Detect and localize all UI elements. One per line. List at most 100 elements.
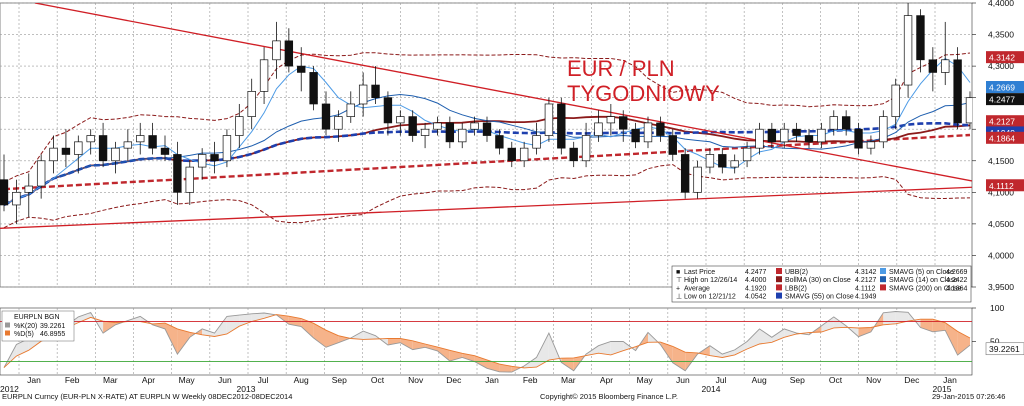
x-month-label: Sep: [790, 375, 805, 385]
candle-up: [519, 147, 529, 162]
legend-box: [671, 265, 972, 303]
candle-up: [755, 128, 764, 149]
value-tag-box: [986, 131, 1024, 144]
legend-label: Low on 12/21/12: [684, 294, 736, 301]
candle-up: [829, 116, 838, 130]
candle-down: [767, 128, 777, 143]
candle-up: [272, 40, 281, 61]
legend-label: BollMA (30) on Close: [785, 277, 851, 284]
x-month-label: Nov: [408, 375, 424, 385]
candle-up: [606, 116, 616, 124]
legend-swatch: [776, 284, 782, 291]
candle-up: [49, 147, 58, 162]
price-tags: 4.31424.26694.24774.21274.19494.18644.11…: [986, 51, 1024, 192]
x-month-label: Oct: [371, 375, 385, 385]
y-tick-label: 4,1500: [988, 156, 1014, 166]
oscillator-fill: [932, 319, 946, 332]
candle-down: [619, 116, 628, 130]
chart-title-group: EUR / PLN TYGODNIOWY: [567, 56, 720, 106]
legend-value: 4.2127: [855, 277, 877, 284]
candle-down: [631, 128, 640, 143]
value-tag-box: [986, 179, 1024, 192]
x-month-label: Nov: [866, 375, 882, 385]
candle-down: [718, 154, 727, 168]
x-month-label: Jan: [27, 375, 41, 385]
candle-up: [247, 91, 256, 117]
oscillator-fill: [771, 328, 785, 343]
oscillator-fill: [722, 349, 735, 358]
x-month-label: Feb: [65, 375, 80, 385]
falling-trendline: [34, 3, 972, 182]
candle-up: [396, 116, 405, 124]
oscillator-fill: [165, 323, 178, 355]
candle-up: [222, 135, 232, 162]
candle-up: [420, 128, 430, 136]
candle-up: [879, 116, 888, 143]
oscillator-fill: [412, 340, 426, 350]
candle-down: [482, 122, 492, 136]
candle-down: [61, 147, 71, 155]
value-tag-text: 4.2127: [989, 117, 1015, 127]
osc-tick-label: 50: [990, 337, 1000, 347]
price-panel: [0, 3, 972, 229]
candle-up: [581, 135, 591, 162]
candle-down: [804, 135, 814, 143]
legend-label: SMAVG (5) on Close: [889, 269, 954, 276]
legend-marker: ■: [676, 269, 680, 276]
chart-subtitle: TYGODNIOWY: [567, 81, 720, 106]
candle-down: [148, 135, 157, 149]
candle-up: [123, 141, 133, 149]
candle-up: [643, 122, 653, 143]
y-tick-label: 4,4000: [988, 0, 1014, 8]
osc-legend-value: 46.8955: [40, 331, 65, 338]
candle-up: [185, 166, 194, 193]
legend-marker: ⊤: [676, 277, 682, 284]
candle-up: [817, 128, 826, 143]
legend-value: 4.1864: [946, 285, 968, 292]
candle-down: [792, 128, 801, 136]
candle-up: [532, 135, 541, 149]
oscillator-fill: [387, 338, 401, 345]
candle-down: [98, 135, 108, 162]
candle-down: [408, 116, 417, 136]
candle-up: [433, 122, 442, 130]
legend-marker: +: [676, 285, 680, 292]
legend-swatch: [880, 268, 886, 274]
candle-up: [259, 59, 269, 92]
x-month-label: Sep: [332, 375, 347, 385]
candle-up: [197, 154, 207, 168]
oscillator-fill: [734, 341, 748, 355]
candle-down: [284, 40, 294, 67]
footer-center: Copyright© 2015 Bloomberg Finance L.P.: [540, 392, 678, 401]
lower-bollinger-band: [3, 164, 971, 229]
x-year-label: 2014: [702, 384, 721, 394]
y-tick-label: 4,0000: [988, 250, 1014, 260]
osc-value-tag-text: 39.2261: [989, 344, 1020, 354]
x-month-label: Jan: [943, 375, 957, 385]
oscillator-fill: [709, 345, 723, 358]
candle-up: [594, 122, 603, 136]
value-tag: 4.3142: [986, 51, 1024, 64]
oscillator-fill: [251, 313, 265, 322]
candle-down: [371, 84, 380, 99]
candle-up: [86, 135, 95, 143]
x-month-label: Jun: [218, 375, 232, 385]
osc-legend-title: EURPLN BGN: [14, 314, 60, 321]
oscillator-fill: [202, 328, 215, 337]
osc-legend-label: %K(20): [14, 323, 37, 330]
legend-label: Last Price: [684, 269, 715, 276]
footer-left: EURPLN Curncy (EUR-PLN X-RATE) AT EURPLN…: [2, 392, 292, 401]
candle-up: [544, 103, 554, 136]
candle-down: [160, 147, 170, 155]
x-month-label: Jun: [676, 375, 690, 385]
value-tag-text: 4.2477: [989, 95, 1015, 105]
legend-value: 4.1920: [745, 285, 767, 292]
oscillator-fill: [239, 313, 252, 327]
osc-legend-value: 39.2261: [40, 323, 65, 330]
oscillator-fill: [883, 311, 896, 325]
candle-up: [730, 160, 739, 168]
price-legend: ■ Last Price 4.2477 ⊤ High on 12/26/14 4.4000…: [671, 265, 972, 303]
